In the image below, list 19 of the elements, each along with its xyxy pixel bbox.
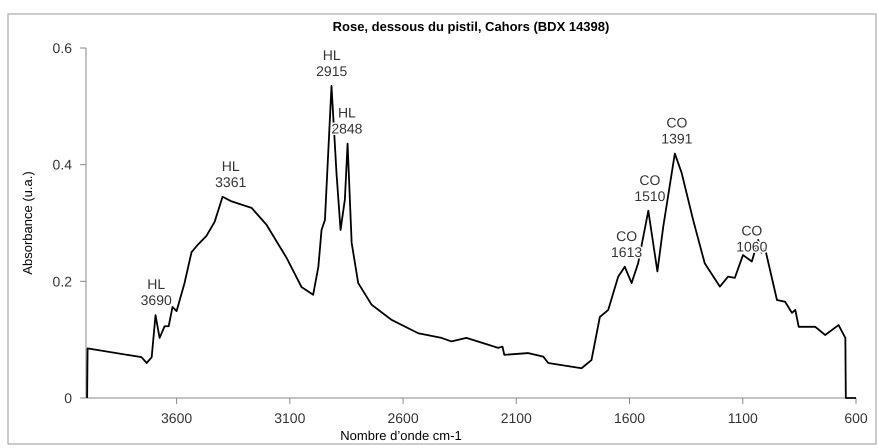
annotation: CO 1391 <box>661 114 693 147</box>
x-tick-label: 1100 <box>728 410 758 426</box>
y-tick-label: 0.2 <box>52 273 72 290</box>
annotation: HL 3361 <box>215 158 246 190</box>
annotation: HL 3690 <box>140 276 172 308</box>
x-tick-label: 2100 <box>500 410 532 426</box>
y-tick-label: 0.4 <box>52 156 72 173</box>
x-tick-label: 600 <box>844 410 868 426</box>
x-axis-title: Nombre d’onde cm-1 <box>340 428 462 443</box>
annotation: CO 1510 <box>634 172 666 204</box>
annotation: HL 2915 <box>316 46 348 79</box>
x-tick-label: 1600 <box>614 410 646 426</box>
x-tick-label: 3100 <box>274 410 306 426</box>
x-tick-label: 2600 <box>387 410 419 426</box>
y-axis-title: Absorbance (u.a.) <box>20 171 35 275</box>
y-tick-label: 0.6 <box>52 40 72 56</box>
y-tick-label: 0 <box>64 390 72 406</box>
chart-title: Rose, dessous du pistil, Cahors (BDX 14398) <box>332 19 610 34</box>
x-tick-label: 3600 <box>161 410 192 426</box>
